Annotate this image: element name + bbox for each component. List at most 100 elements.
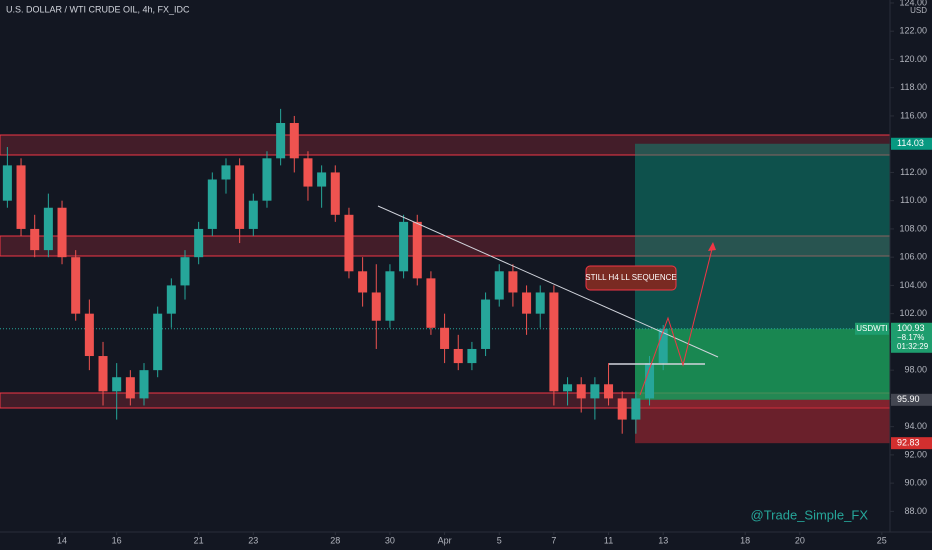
y-tick-label: 124.00 — [899, 0, 927, 7]
y-unit: USD — [910, 6, 927, 15]
candle-body — [658, 328, 668, 364]
x-tick-label: 25 — [877, 535, 887, 545]
chart-title: U.S. DOLLAR / WTI CRUDE OIL, 4h, FX_IDC — [6, 4, 190, 14]
x-tick-label: 20 — [795, 535, 805, 545]
price-axis — [890, 0, 932, 550]
candle-body — [631, 398, 641, 420]
candle-body — [344, 214, 354, 272]
y-tick-label: 88.00 — [904, 506, 927, 516]
candle-body — [522, 292, 532, 314]
last-timer: 01:32:29 — [897, 342, 929, 351]
callout-box — [585, 265, 677, 291]
x-tick-label: 13 — [658, 535, 668, 545]
candle-body — [453, 348, 463, 364]
candles — [2, 108, 668, 434]
arrow-head — [708, 242, 716, 251]
candle-body — [262, 158, 272, 201]
price-tag-label: 92.83 — [897, 438, 920, 448]
candle-body — [645, 363, 655, 399]
callout-text: STILL H4 LL SEQUENCE — [585, 273, 676, 282]
y-tick-label: 106.00 — [899, 252, 927, 262]
candle-body — [549, 292, 559, 392]
candle-body — [153, 313, 163, 371]
price-tag — [891, 137, 932, 150]
x-tick-label: 11 — [604, 535, 613, 545]
x-tick-label: 7 — [551, 535, 556, 545]
candle-body — [276, 123, 286, 159]
candle-body — [412, 221, 422, 279]
y-tick-label: 92.00 — [904, 449, 927, 459]
y-tick-label: 110.00 — [900, 195, 927, 205]
x-tick-label: 5 — [497, 535, 502, 545]
candle-body — [71, 257, 81, 314]
candle-body — [180, 257, 190, 286]
y-tick-label: 108.00 — [899, 223, 927, 233]
price-tag — [891, 437, 932, 450]
y-tick-label: 102.00 — [899, 308, 927, 318]
candle-body — [385, 271, 395, 321]
x-tick-label: Apr — [438, 535, 452, 545]
x-tick-label: 18 — [740, 535, 750, 545]
candle-body — [481, 299, 491, 349]
candle-body — [16, 165, 26, 229]
candle-body — [563, 384, 573, 392]
candle-body — [139, 370, 149, 399]
candle-body — [535, 292, 545, 314]
x-tick-label: 16 — [112, 535, 122, 545]
candle-body — [125, 377, 135, 399]
candle-body — [317, 172, 327, 187]
x-tick-label: 28 — [330, 535, 340, 545]
candle-body — [112, 377, 122, 392]
candle-body — [494, 271, 504, 300]
candle-body — [358, 271, 368, 293]
y-tick-label: 120.00 — [899, 54, 927, 64]
candle-body — [30, 228, 40, 251]
candle-body — [604, 384, 614, 399]
watermark: @Trade_Simple_FX — [751, 507, 869, 522]
price-tags: 114.03 95.90 92.83 USDWTI 100.93−8.17%01:32:… — [855, 137, 932, 450]
candle-body — [84, 313, 94, 357]
last-price-box — [891, 322, 932, 353]
x-tick-label: 14 — [57, 535, 67, 545]
position — [0, 143, 890, 444]
last-price: 100.93 — [897, 323, 925, 333]
y-tick-label: 116.00 — [900, 110, 927, 120]
candle-body — [248, 200, 258, 229]
candle-body — [399, 221, 409, 272]
y-tick-label: 118.00 — [900, 82, 927, 92]
candle-body — [2, 165, 12, 201]
x-tick-label: 30 — [385, 535, 395, 545]
candle-body — [330, 172, 340, 215]
candle-body — [467, 348, 477, 364]
stop-area — [635, 399, 890, 444]
x-tick-label: 23 — [248, 535, 258, 545]
last-name: USDWTI — [856, 324, 888, 333]
x-tick-label: 21 — [194, 535, 204, 545]
trend-line — [377, 205, 719, 358]
price-tag-label: 95.90 — [897, 394, 920, 404]
candle-body — [235, 165, 245, 229]
last-price-tag — [855, 322, 889, 335]
candle-body — [617, 398, 627, 420]
candle-body — [426, 278, 436, 328]
candle-body — [303, 158, 313, 187]
candle-body — [289, 123, 299, 159]
y-tick-label: 112.00 — [900, 167, 927, 177]
candle-body — [194, 228, 204, 258]
price-tag-label: 114.03 — [897, 138, 924, 148]
y-tick-label: 98.00 — [904, 365, 927, 375]
projection-arrow — [639, 244, 714, 396]
candle-body — [43, 207, 53, 251]
candle-body — [221, 165, 231, 180]
last-change: −8.17% — [897, 333, 924, 342]
candle-body — [440, 327, 450, 349]
candle-body — [207, 179, 217, 229]
annotations: STILL H4 LL SEQUENCE @Trade_Simple_FX — [377, 205, 869, 522]
candle-body — [590, 384, 600, 399]
y-tick-label: 90.00 — [904, 478, 927, 488]
candle-body — [576, 384, 586, 399]
candle-body — [57, 207, 67, 258]
candle-body — [98, 356, 108, 392]
